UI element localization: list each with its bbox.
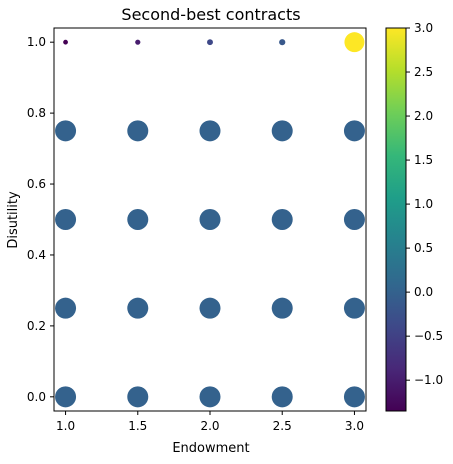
x-axis: 1.0 1.5 2.0 2.5 3.0 bbox=[56, 411, 364, 433]
data-point bbox=[344, 32, 365, 53]
colorbar-tick-label: 1.5 bbox=[414, 153, 433, 167]
data-point bbox=[207, 39, 213, 46]
data-point bbox=[279, 39, 286, 46]
colorbar-tick-label: 3.0 bbox=[414, 21, 433, 35]
data-point bbox=[127, 297, 149, 319]
x-tick-label: 1.5 bbox=[128, 419, 147, 433]
colorbar-tick-label: 2.5 bbox=[414, 65, 433, 79]
colorbar-tick-label: 0.0 bbox=[414, 285, 433, 299]
data-point bbox=[271, 120, 293, 142]
colorbar-tick-label: −0.5 bbox=[414, 329, 443, 343]
points-layer bbox=[55, 32, 365, 408]
chart-title: Second-best contracts bbox=[121, 5, 300, 24]
data-point bbox=[55, 386, 77, 408]
data-point bbox=[55, 297, 77, 319]
y-tick-label: 0.6 bbox=[27, 177, 46, 191]
x-tick-label: 2.5 bbox=[273, 419, 292, 433]
data-point bbox=[127, 386, 149, 408]
x-axis-label: Endowment bbox=[172, 441, 249, 456]
data-point bbox=[127, 120, 149, 142]
data-point bbox=[55, 209, 77, 230]
data-point bbox=[343, 297, 365, 319]
data-point bbox=[135, 39, 141, 45]
data-point bbox=[199, 120, 221, 142]
y-axis: 0.0 0.2 0.4 0.6 0.8 1.0 bbox=[27, 35, 54, 404]
data-point bbox=[199, 209, 221, 230]
data-point bbox=[199, 386, 221, 408]
data-point bbox=[271, 297, 293, 319]
colorbar-tick-label: 2.0 bbox=[414, 109, 433, 123]
colorbar bbox=[385, 27, 407, 412]
x-tick-label: 2.0 bbox=[200, 419, 219, 433]
x-tick-label: 1.0 bbox=[56, 419, 75, 433]
y-tick-label: 1.0 bbox=[27, 35, 46, 49]
y-axis-label: Disutility bbox=[6, 191, 21, 249]
data-point bbox=[55, 120, 77, 142]
data-point bbox=[199, 297, 221, 319]
data-point bbox=[127, 209, 149, 230]
y-tick-label: 0.4 bbox=[27, 248, 46, 262]
data-point bbox=[343, 120, 365, 142]
y-tick-label: 0.0 bbox=[27, 390, 46, 404]
colorbar-tick-label: 1.0 bbox=[414, 197, 433, 211]
y-tick-label: 0.8 bbox=[27, 106, 46, 120]
x-tick-label: 3.0 bbox=[345, 419, 364, 433]
colorbar-tick-label: −1.0 bbox=[414, 373, 443, 387]
y-tick-label: 0.2 bbox=[27, 319, 46, 333]
colorbar-axis: −1.0 −0.5 0.0 0.5 1.0 1.5 2.0 2.5 3.0 bbox=[406, 21, 443, 387]
data-point bbox=[271, 386, 293, 408]
data-point bbox=[63, 39, 68, 45]
data-point bbox=[271, 209, 293, 230]
data-point bbox=[343, 386, 365, 408]
colorbar-tick-label: 0.5 bbox=[414, 241, 433, 255]
data-point bbox=[343, 209, 365, 230]
